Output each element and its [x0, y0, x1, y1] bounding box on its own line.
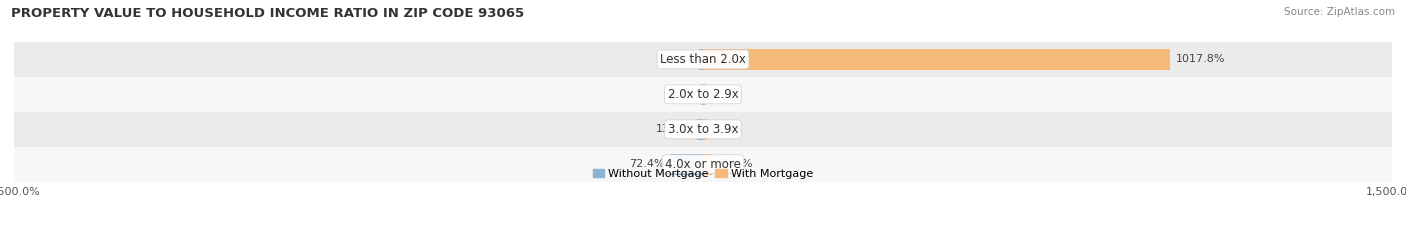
Bar: [14, 42, 1392, 77]
Text: PROPERTY VALUE TO HOUSEHOLD INCOME RATIO IN ZIP CODE 93065: PROPERTY VALUE TO HOUSEHOLD INCOME RATIO…: [11, 7, 524, 20]
Bar: [14, 112, 1392, 147]
Text: 5.2%: 5.2%: [666, 89, 695, 99]
Bar: [700, 84, 703, 105]
Bar: [14, 147, 1392, 182]
Text: 1017.8%: 1017.8%: [1175, 55, 1226, 64]
Text: 2.0x to 2.9x: 2.0x to 2.9x: [668, 88, 738, 101]
Text: 3.0x to 3.9x: 3.0x to 3.9x: [668, 123, 738, 136]
Bar: [703, 84, 706, 105]
Text: 19.4%: 19.4%: [717, 159, 754, 169]
Text: 13.6%: 13.6%: [657, 124, 692, 134]
Bar: [699, 49, 703, 70]
Text: 72.4%: 72.4%: [628, 159, 664, 169]
Bar: [697, 119, 703, 140]
Legend: Without Mortgage, With Mortgage: Without Mortgage, With Mortgage: [588, 164, 818, 183]
Text: 9.7%: 9.7%: [713, 124, 741, 134]
Bar: [703, 119, 707, 140]
Text: 6.7%: 6.7%: [711, 89, 740, 99]
Text: 8.8%: 8.8%: [665, 55, 693, 64]
Text: 4.0x or more: 4.0x or more: [665, 158, 741, 171]
Bar: [703, 154, 711, 175]
Text: Less than 2.0x: Less than 2.0x: [659, 53, 747, 66]
Bar: [14, 77, 1392, 112]
Text: Source: ZipAtlas.com: Source: ZipAtlas.com: [1284, 7, 1395, 17]
Bar: [669, 154, 703, 175]
Bar: [703, 49, 1170, 70]
